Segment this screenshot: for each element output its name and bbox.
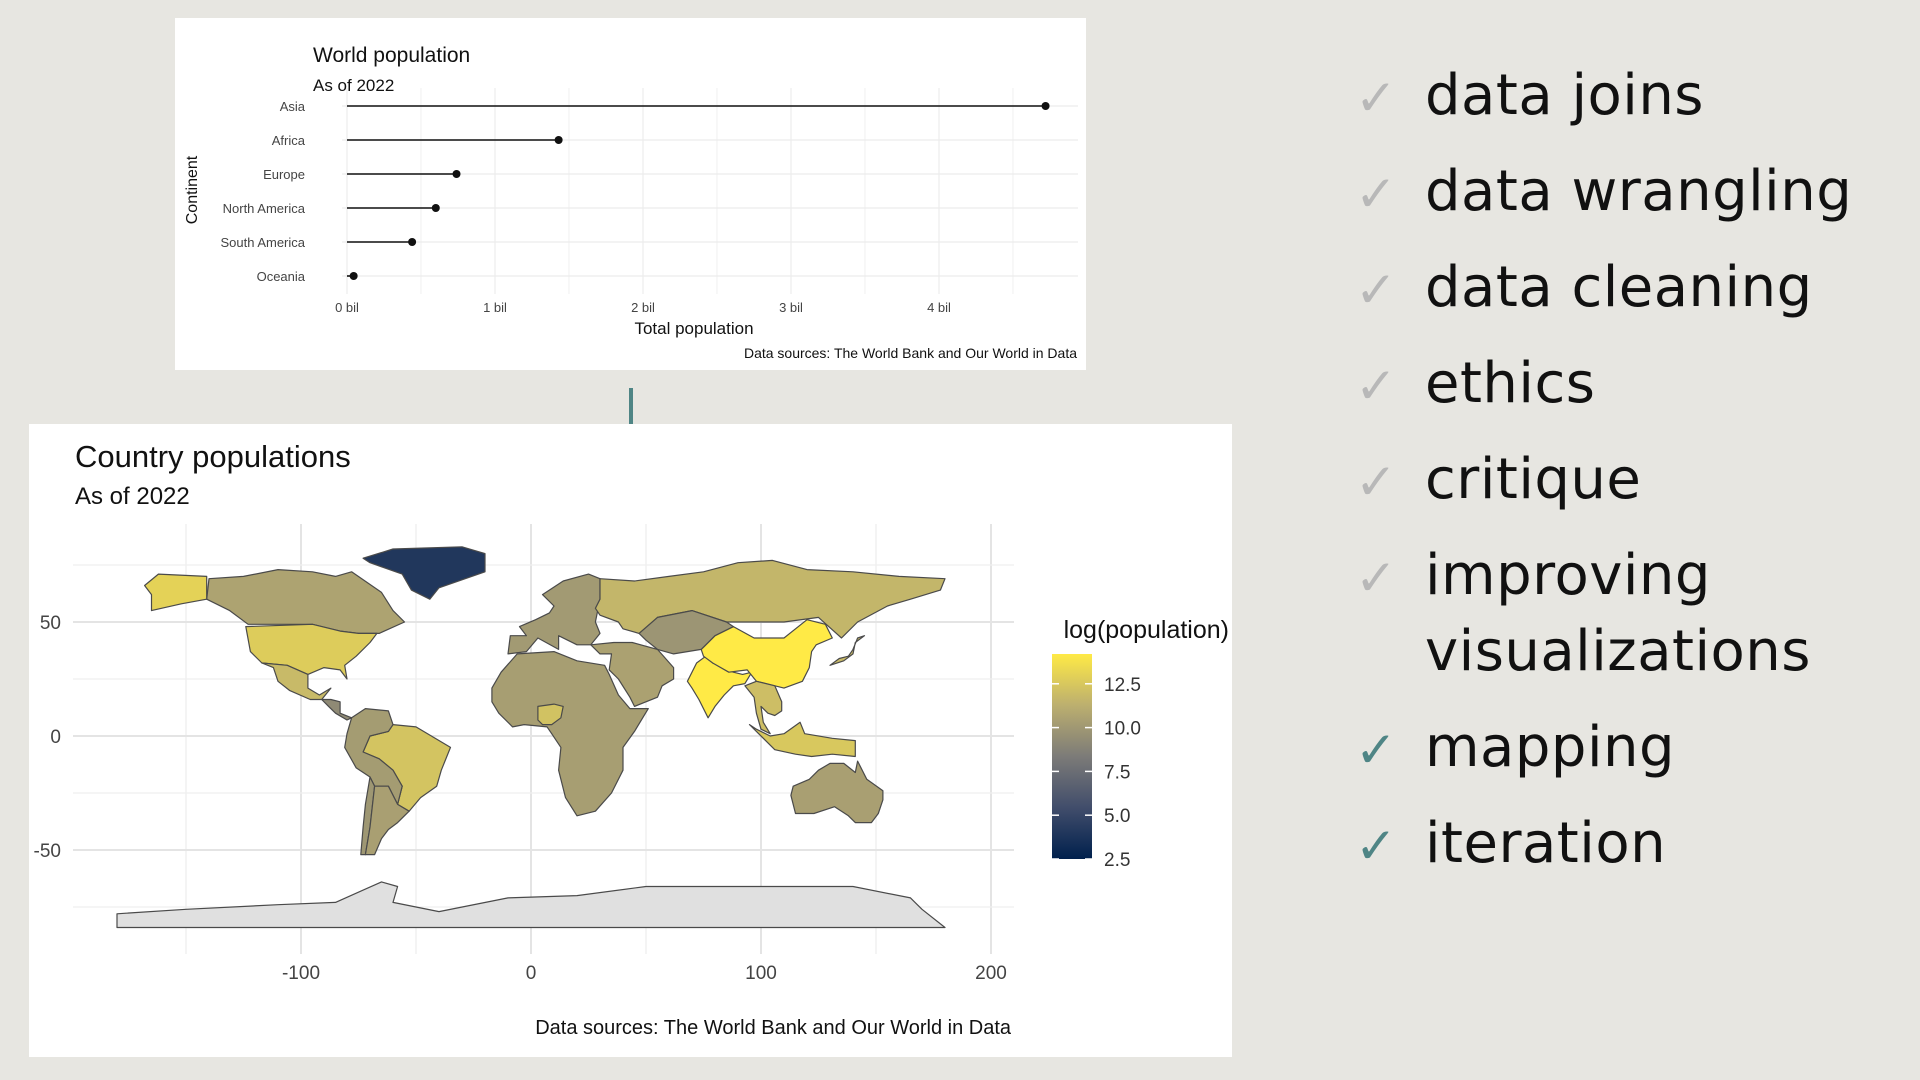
lollipop-point — [431, 204, 440, 212]
map-title: Country populations — [75, 439, 351, 474]
legend-tick-label: 12.5 — [1104, 675, 1141, 696]
map-region — [116, 881, 946, 929]
y-tick-label: Europe — [263, 167, 305, 182]
checklist-label: data joins — [1425, 63, 1704, 128]
y-tick-label: Asia — [280, 99, 306, 114]
map-y-tick-label: 0 — [50, 727, 61, 748]
map-y-tick-label: 50 — [40, 613, 61, 634]
checklist-item: ✓ mapping — [1355, 710, 1675, 790]
map-x-tick-label: 100 — [745, 963, 777, 984]
checklist-label: critique — [1425, 447, 1642, 512]
y-axis-label: Continent — [184, 155, 201, 224]
map-region — [364, 785, 410, 856]
map-region — [829, 635, 866, 666]
y-tick-label: North America — [223, 201, 306, 216]
chart-title: World population — [313, 44, 470, 67]
y-tick-label: South America — [220, 235, 305, 250]
map-chart-panel: Country populations As of 2022 -100 0 100 2… — [29, 424, 1232, 1057]
chart-caption: Data sources: The World Bank and Our Wor… — [744, 345, 1077, 361]
map-region — [491, 651, 649, 817]
checklist-label: data wrangling — [1425, 159, 1853, 224]
map-region — [344, 708, 403, 805]
checklist-item: ✓ data cleaning — [1355, 250, 1813, 330]
lollipop-point — [1041, 102, 1050, 110]
map-x-tick-label: -100 — [282, 963, 320, 984]
lollipop-chart-panel: World population As of 2022 Asia Africa Eu… — [175, 18, 1086, 370]
map-region — [362, 546, 486, 600]
legend-tick-label: 5.0 — [1104, 806, 1130, 827]
map-region — [700, 619, 833, 689]
checklist-item: ✓ critique — [1355, 442, 1641, 522]
map-region — [790, 760, 884, 824]
map-subtitle: As of 2022 — [75, 483, 190, 510]
x-tick-label: 3 bil — [779, 300, 803, 315]
map-region — [321, 698, 353, 721]
map-region — [206, 569, 406, 634]
legend-title: log(population) — [1064, 616, 1229, 644]
x-tick-label: 0 bil — [335, 300, 359, 315]
check-icon: ✓ — [1355, 357, 1397, 415]
legend-tick-label: 2.5 — [1104, 850, 1130, 871]
checklist-item: ✓ iteration — [1355, 806, 1666, 886]
check-icon: ✓ — [1355, 69, 1397, 127]
check-icon: ✓ — [1355, 165, 1397, 223]
checklist-item: ✓ data joins — [1355, 58, 1704, 138]
x-tick-label: 4 bil — [927, 300, 951, 315]
chart-subtitle: As of 2022 — [313, 76, 394, 95]
map-region — [744, 680, 783, 735]
lollipop-point — [452, 170, 461, 178]
check-icon: ✓ — [1355, 817, 1397, 875]
legend-tick-label: 10.0 — [1104, 719, 1141, 740]
check-icon: ✓ — [1355, 549, 1397, 607]
checklist-item: ✓ improving visualizations — [1355, 538, 1811, 690]
checklist-item: ✓ data wrangling — [1355, 154, 1852, 234]
map-region — [594, 559, 946, 639]
check-icon: ✓ — [1355, 721, 1397, 779]
map-region — [261, 662, 332, 701]
x-tick-label: 1 bil — [483, 300, 507, 315]
map-region — [507, 573, 601, 655]
map-x-tick-label: 0 — [526, 963, 537, 984]
lollipop-chart: World population As of 2022 Asia Africa Eu… — [184, 44, 1078, 361]
checklist-label: mapping — [1425, 715, 1676, 780]
map-region — [748, 721, 856, 758]
lollipop-point — [408, 238, 417, 246]
checklist-item: ✓ ethics — [1355, 346, 1595, 426]
checklist-label: iteration — [1425, 811, 1667, 876]
map-region — [590, 641, 675, 707]
map-caption: Data sources: The World Bank and Our Wor… — [535, 1017, 1012, 1039]
checklist-label: improving visualizations — [1425, 543, 1811, 684]
checklist-label: ethics — [1425, 351, 1596, 416]
x-tick-label: 2 bil — [631, 300, 655, 315]
choropleth-map: Country populations As of 2022 -100 0 100 2… — [34, 439, 1229, 1039]
check-icon: ✓ — [1355, 261, 1397, 319]
y-tick-label: Africa — [272, 133, 306, 148]
map-region — [537, 703, 564, 726]
legend-tick-label: 7.5 — [1104, 762, 1130, 783]
y-tick-label: Oceania — [257, 269, 306, 284]
lollipop-point — [349, 272, 358, 280]
map-region — [143, 573, 208, 612]
lollipop-point — [554, 136, 563, 144]
map-x-tick-label: 200 — [975, 963, 1007, 984]
checklist-label: data cleaning — [1425, 255, 1813, 320]
x-axis-label: Total population — [634, 319, 753, 338]
check-icon: ✓ — [1355, 453, 1397, 511]
map-region — [638, 610, 735, 655]
map-y-tick-label: -50 — [34, 841, 61, 862]
legend-colorbar — [1052, 654, 1092, 859]
